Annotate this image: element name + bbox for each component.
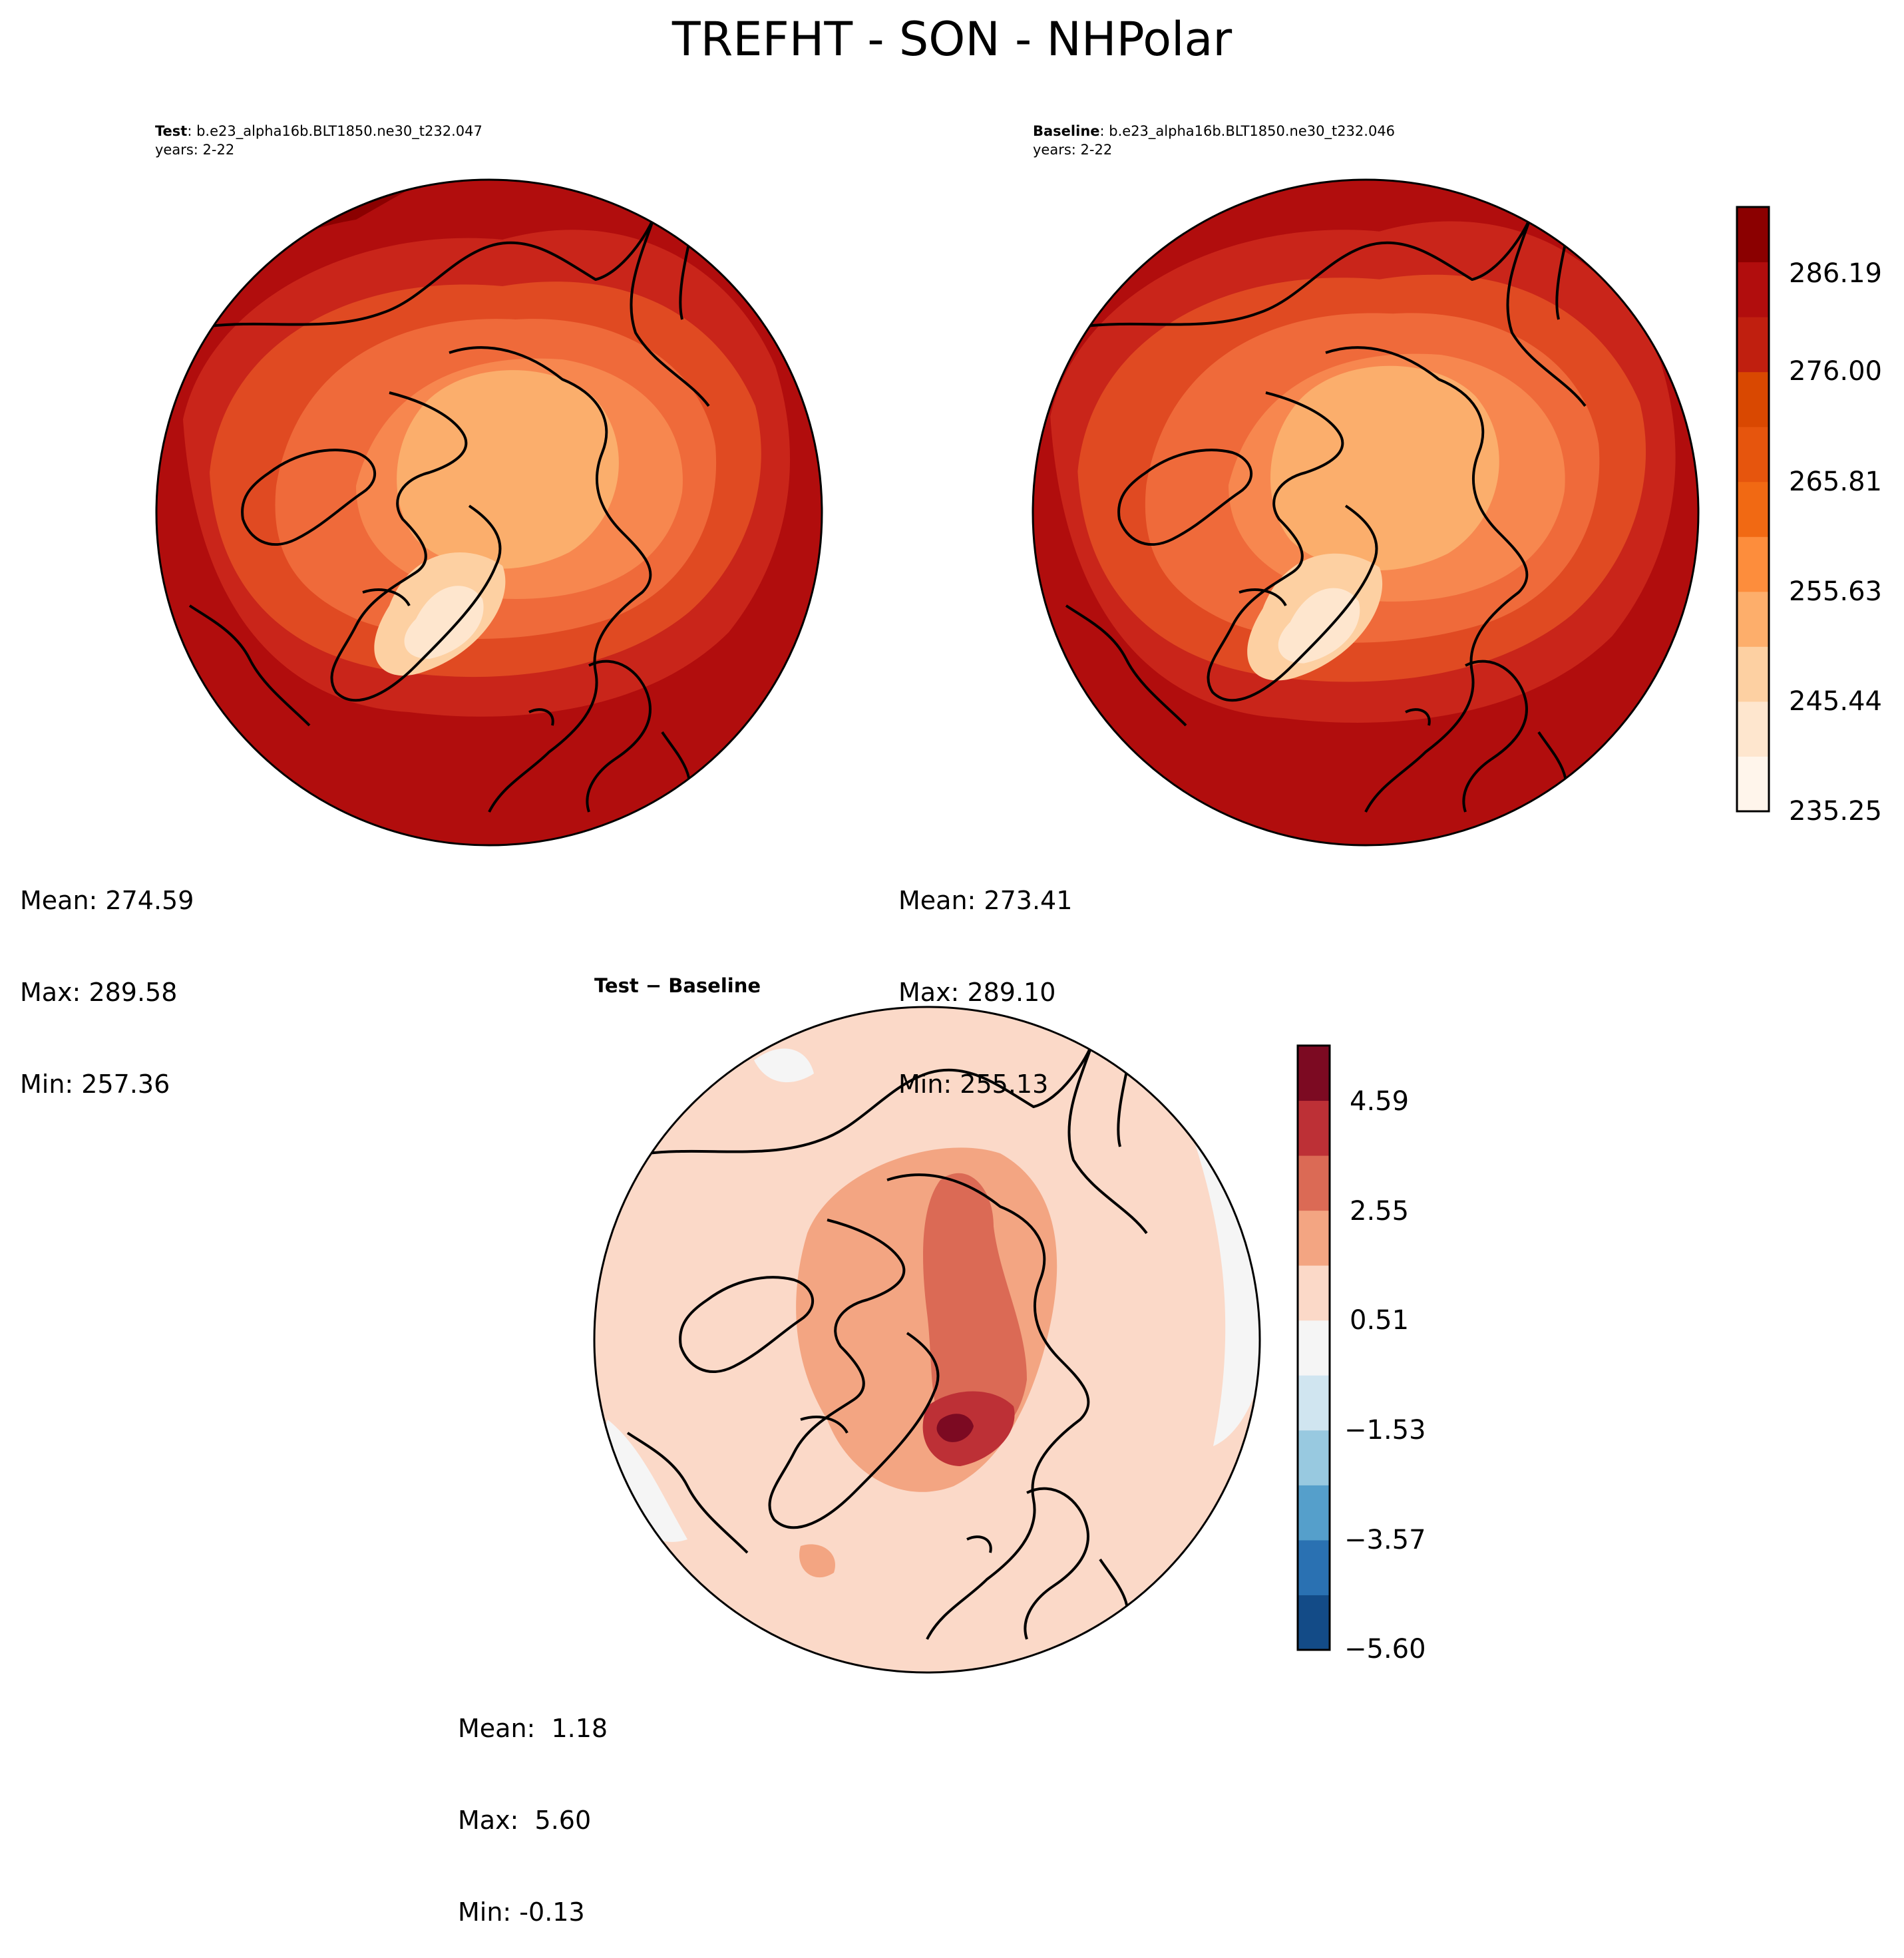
- test-years: years: 2-22: [155, 142, 235, 158]
- test-case: : b.e23_alpha16b.BLT1850.ne30_t232.047: [187, 123, 482, 139]
- baseline-max: Max: 289.10: [898, 978, 1056, 1007]
- figure-title: TREFHT - SON - NHPolar: [671, 12, 1233, 67]
- test-map: [155, 178, 823, 847]
- diff-cb-tick-459: 4.59: [1350, 1086, 1410, 1117]
- main-colorbar-band-9: [1737, 262, 1769, 317]
- main-colorbar: [1736, 206, 1770, 813]
- main-cb-tick-276: 276.00: [1789, 356, 1882, 387]
- main-cb-tick-235: 235.25: [1789, 796, 1882, 827]
- diff-colorbar-band-8: [1298, 1155, 1330, 1211]
- diff-colorbar-band-2: [1298, 1485, 1330, 1541]
- baseline-header: Baseline: b.e23_alpha16b.BLT1850.ne30_t2…: [1033, 122, 1395, 159]
- main-colorbar-band-3: [1737, 591, 1769, 647]
- diff-cb-tick-255: 2.55: [1350, 1196, 1410, 1227]
- figure-canvas: [155, 178, 1770, 1674]
- diff-stats: Mean: 1.18 Max: 5.60 Min: -0.13: [458, 1652, 608, 1958]
- diff-colorbar-band-7: [1298, 1210, 1330, 1266]
- main-cb-tick-265: 265.81: [1789, 467, 1882, 497]
- main-cb-tick-255: 255.63: [1789, 576, 1882, 607]
- baseline-years: years: 2-22: [1033, 142, 1113, 158]
- diff-colorbar-band-5: [1298, 1320, 1330, 1376]
- baseline-label: Baseline: [1033, 123, 1100, 139]
- main-colorbar-band-7: [1737, 371, 1769, 427]
- main-colorbar-band-0: [1737, 756, 1769, 812]
- diff-title: Test − Baseline: [594, 974, 761, 997]
- main-colorbar-band-10: [1737, 207, 1769, 263]
- test-min: Min: 257.36: [20, 1070, 170, 1099]
- test-max: Max: 289.58: [20, 978, 178, 1007]
- diff-colorbar-band-6: [1298, 1265, 1330, 1321]
- diff-max: Max: 5.60: [458, 1806, 592, 1835]
- diff-colorbar-band-1: [1298, 1539, 1330, 1595]
- test-header: Test: b.e23_alpha16b.BLT1850.ne30_t232.0…: [155, 122, 482, 159]
- baseline-stats: Mean: 273.41 Max: 289.10 Min: 255.13: [898, 824, 1072, 1130]
- main-colorbar-band-5: [1737, 481, 1769, 537]
- baseline-case: : b.e23_alpha16b.BLT1850.ne30_t232.046: [1099, 123, 1396, 139]
- diff-cb-tick-n153: −1.53: [1344, 1415, 1426, 1446]
- diff-cb-tick-n357: −3.57: [1344, 1525, 1426, 1555]
- diff-colorbar-band-10: [1298, 1046, 1330, 1101]
- diff-colorbar-band-4: [1298, 1375, 1330, 1431]
- diff-cb-tick-051: 0.51: [1350, 1305, 1410, 1336]
- diff-colorbar: [1296, 1044, 1331, 1651]
- baseline-min: Min: 255.13: [898, 1070, 1049, 1099]
- main-colorbar-frame: [1736, 206, 1770, 813]
- main-colorbar-band-1: [1737, 701, 1769, 757]
- diff-min: Min: -0.13: [458, 1897, 585, 1927]
- main-colorbar-band-8: [1737, 317, 1769, 373]
- diff-colorbar-band-0: [1298, 1595, 1330, 1651]
- main-colorbar-band-6: [1737, 427, 1769, 483]
- test-mean: Mean: 274.59: [20, 886, 194, 915]
- main-cb-tick-286: 286.19: [1789, 258, 1882, 289]
- diff-colorbar-band-3: [1298, 1430, 1330, 1485]
- diff-mean: Mean: 1.18: [458, 1714, 608, 1743]
- diff-cb-tick-n560: −5.60: [1344, 1634, 1426, 1664]
- baseline-mean: Mean: 273.41: [898, 886, 1073, 915]
- main-cb-tick-245: 245.44: [1789, 686, 1882, 717]
- baseline-map: [1032, 178, 1700, 847]
- main-colorbar-band-4: [1737, 536, 1769, 592]
- diff-colorbar-band-9: [1298, 1100, 1330, 1156]
- test-label: Test: [155, 123, 188, 139]
- diff-map: [593, 1006, 1261, 1674]
- test-stats: Mean: 274.59 Max: 289.58 Min: 257.36: [20, 824, 194, 1130]
- diff-colorbar-frame: [1296, 1044, 1331, 1651]
- main-colorbar-band-2: [1737, 646, 1769, 702]
